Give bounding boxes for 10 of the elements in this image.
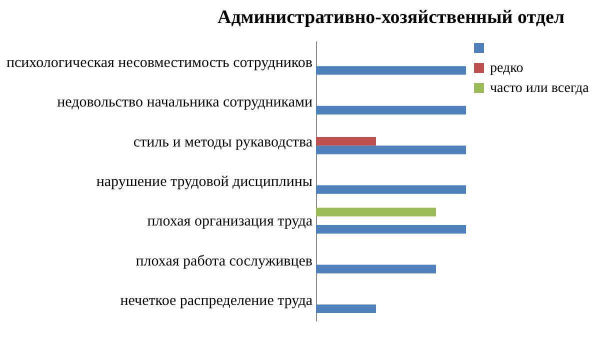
y-tick-label: нечеткое распределение труда	[120, 293, 313, 310]
legend-label: редко	[490, 61, 524, 76]
y-tick-label: нарушение трудовой дисциплины	[96, 174, 312, 190]
y-tick-label: психологическая несовместимость сотрудников	[6, 54, 312, 71]
y-tick-label: плохая работа сослуживцев	[136, 253, 312, 270]
y-tick-label: стиль и методы рукаводства	[133, 134, 313, 150]
legend-label: часто или всегда	[490, 81, 590, 96]
y-tick-label: плохая организация труда	[147, 214, 313, 230]
chart-title: Административно-хозяйственный отдел	[217, 7, 565, 28]
y-tick-label: недовольство начальника сотрудниками	[57, 94, 312, 111]
